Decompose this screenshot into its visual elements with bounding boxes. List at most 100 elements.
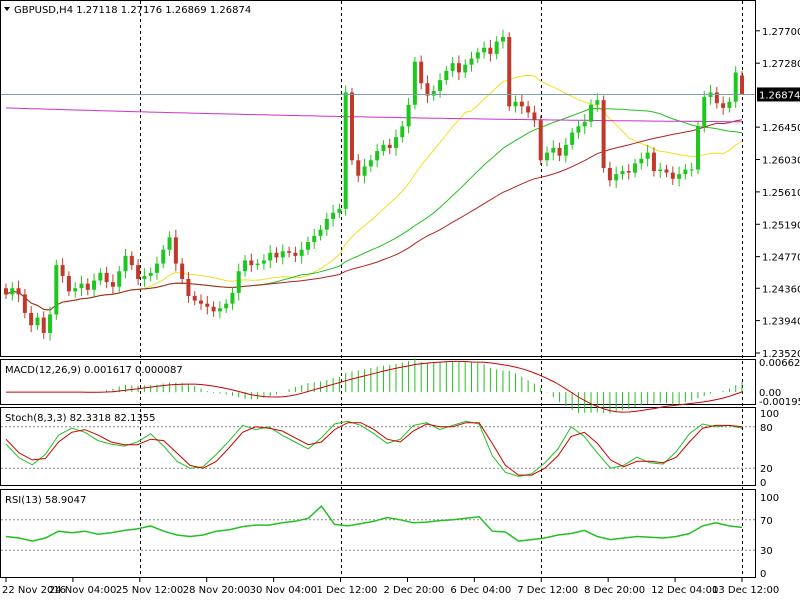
candle — [142, 268, 147, 287]
symbol-title: GBPUSD,H4 1.27118 1.27176 1.26869 1.2687… — [14, 5, 251, 16]
candle-body — [167, 237, 172, 250]
candle — [683, 164, 688, 180]
price-axis: 1.27700 1.27280 1.26450 1.26030 1.25610 1.251… — [756, 27, 800, 360]
stoch-tick-label: 80 — [760, 423, 773, 434]
candle — [362, 158, 367, 184]
header: GBPUSD,H4 1.27118 1.27176 1.26869 1.2687… — [4, 5, 251, 16]
candle — [500, 30, 505, 49]
candle-body — [563, 144, 568, 156]
candle — [243, 255, 248, 277]
rsi-title: RSI(13) 58.9047 — [5, 495, 86, 506]
time-tick-label: 30 Nov 04:00 — [250, 585, 317, 596]
candle-body — [35, 317, 40, 326]
candle — [180, 258, 185, 285]
candle — [211, 301, 216, 317]
candle-body — [406, 104, 411, 127]
candle-body — [519, 101, 524, 107]
candle — [494, 36, 499, 60]
candle-body — [475, 52, 480, 59]
candle-body — [695, 126, 700, 170]
candle-body — [513, 101, 518, 107]
candle-body — [664, 169, 669, 173]
price-panel-frame — [0, 0, 756, 357]
candle — [104, 266, 109, 289]
rsi-tick-label: 0 — [760, 569, 766, 580]
candle-body — [79, 283, 84, 289]
candle-body — [312, 235, 317, 242]
candle-body — [249, 260, 254, 266]
stoch-tick-label: 0 — [760, 478, 766, 489]
candle — [589, 99, 594, 128]
candle-body — [142, 275, 147, 279]
candle — [41, 311, 46, 340]
price-tick-label: 1.23940 — [762, 317, 800, 328]
candles — [4, 30, 744, 341]
time-tick-label: 2 Dec 20:00 — [383, 585, 444, 596]
candle-body — [400, 126, 405, 138]
candle — [412, 57, 417, 110]
candle — [626, 164, 631, 180]
candle-body — [702, 97, 707, 127]
time-tick-label: 28 Nov 20:00 — [183, 585, 250, 596]
stoch-title: Stoch(8,3,3) 82.3318 82.1355 — [5, 413, 156, 424]
candle-body — [469, 58, 474, 65]
rsi-indicator — [5, 504, 743, 542]
candle-body — [733, 72, 738, 102]
rsi-axis: 100 70 30 0 — [760, 493, 779, 580]
candle — [538, 115, 543, 165]
candle — [651, 147, 656, 177]
candle — [224, 299, 229, 313]
candle — [639, 152, 644, 170]
candle-body — [607, 168, 612, 181]
candle-body — [117, 271, 122, 287]
candle-body — [123, 255, 128, 272]
candle — [475, 47, 480, 64]
candle-body — [375, 151, 380, 161]
candle-body — [419, 61, 424, 84]
current-price-label: 1.26874 — [759, 90, 800, 101]
candle — [601, 95, 606, 173]
candle — [129, 251, 134, 270]
candle-body — [658, 169, 663, 172]
candle-body — [683, 169, 688, 175]
candle-body — [148, 272, 153, 276]
candle — [255, 258, 260, 270]
candle — [205, 295, 210, 315]
candle-body — [48, 314, 53, 333]
candle-body — [494, 41, 499, 54]
candle — [425, 75, 430, 104]
candle-body — [463, 64, 468, 73]
candle-body — [425, 83, 430, 96]
candle-body — [570, 132, 575, 145]
candle — [324, 212, 329, 236]
candle — [186, 272, 191, 303]
candle-body — [721, 103, 726, 108]
candle — [98, 268, 103, 286]
candle-body — [54, 265, 59, 315]
candle-body — [337, 208, 342, 213]
candle — [482, 41, 487, 59]
price-tick-label: 1.25190 — [762, 220, 800, 231]
candle — [614, 166, 619, 189]
candle — [721, 96, 726, 115]
candle — [507, 32, 512, 111]
candle — [670, 166, 675, 185]
candle — [331, 205, 336, 227]
candle-body — [394, 137, 399, 148]
candle-body — [349, 92, 354, 161]
candle-body — [268, 252, 273, 261]
candle — [513, 95, 518, 113]
symbol-menu-arrow-icon[interactable] — [4, 7, 10, 11]
candle — [230, 286, 235, 310]
candle — [261, 254, 266, 270]
ma-slow-line — [5, 119, 743, 311]
candle — [519, 94, 524, 115]
candle-body — [677, 174, 682, 179]
candle — [450, 57, 455, 78]
candle — [563, 137, 568, 163]
candle-body — [211, 306, 216, 312]
candle — [343, 85, 348, 216]
rsi-panel-frame — [0, 489, 756, 578]
candle — [658, 162, 663, 179]
